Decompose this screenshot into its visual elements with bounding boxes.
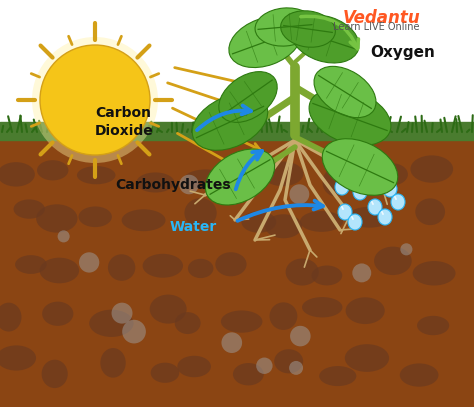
Ellipse shape	[300, 211, 343, 232]
Circle shape	[40, 45, 150, 155]
Ellipse shape	[219, 72, 277, 123]
Ellipse shape	[302, 297, 342, 317]
Ellipse shape	[175, 312, 201, 334]
Circle shape	[58, 230, 70, 243]
Ellipse shape	[417, 316, 449, 335]
Ellipse shape	[255, 8, 315, 46]
Ellipse shape	[262, 162, 303, 186]
Ellipse shape	[36, 204, 78, 233]
Ellipse shape	[100, 348, 126, 378]
Ellipse shape	[150, 295, 187, 324]
Ellipse shape	[322, 168, 349, 197]
Ellipse shape	[286, 258, 319, 286]
Text: Carbon
Dioxide: Carbon Dioxide	[95, 106, 154, 138]
Ellipse shape	[347, 207, 392, 228]
Circle shape	[290, 184, 310, 204]
Ellipse shape	[42, 302, 73, 326]
Ellipse shape	[281, 11, 335, 47]
Ellipse shape	[322, 139, 398, 195]
Ellipse shape	[383, 181, 397, 197]
Ellipse shape	[400, 363, 438, 387]
Ellipse shape	[338, 204, 352, 220]
Ellipse shape	[378, 209, 392, 225]
Ellipse shape	[0, 346, 36, 371]
Ellipse shape	[376, 163, 408, 186]
Ellipse shape	[265, 214, 302, 238]
Ellipse shape	[219, 171, 262, 199]
Ellipse shape	[314, 66, 376, 118]
Circle shape	[179, 175, 199, 194]
Circle shape	[122, 320, 146, 344]
Ellipse shape	[353, 184, 367, 200]
Ellipse shape	[14, 199, 45, 219]
Ellipse shape	[410, 155, 453, 183]
Ellipse shape	[413, 261, 456, 285]
Ellipse shape	[177, 356, 211, 377]
Ellipse shape	[37, 160, 68, 180]
Ellipse shape	[184, 198, 217, 228]
Ellipse shape	[368, 199, 382, 215]
Text: Vedantu: Vedantu	[342, 9, 420, 27]
Ellipse shape	[415, 198, 445, 225]
Ellipse shape	[274, 349, 303, 373]
Circle shape	[111, 303, 133, 324]
Circle shape	[352, 263, 371, 282]
Circle shape	[79, 252, 99, 273]
Ellipse shape	[270, 302, 297, 330]
Ellipse shape	[192, 94, 268, 150]
Ellipse shape	[345, 344, 389, 372]
Ellipse shape	[15, 255, 47, 274]
Text: Water: Water	[170, 220, 217, 234]
Ellipse shape	[122, 209, 165, 231]
Ellipse shape	[0, 303, 21, 332]
Circle shape	[290, 326, 310, 346]
Ellipse shape	[221, 311, 263, 333]
Ellipse shape	[319, 366, 356, 386]
Circle shape	[289, 361, 303, 375]
Ellipse shape	[188, 259, 213, 278]
Ellipse shape	[309, 89, 391, 145]
Ellipse shape	[205, 149, 274, 205]
Ellipse shape	[108, 254, 135, 281]
Ellipse shape	[291, 15, 359, 63]
Ellipse shape	[39, 258, 79, 283]
Ellipse shape	[348, 214, 362, 230]
Ellipse shape	[79, 206, 112, 227]
Ellipse shape	[184, 169, 228, 189]
Ellipse shape	[391, 194, 405, 210]
Circle shape	[401, 243, 412, 256]
Ellipse shape	[311, 265, 342, 285]
Ellipse shape	[335, 179, 349, 195]
Circle shape	[256, 357, 273, 374]
Text: Carbohydrates: Carbohydrates	[115, 178, 231, 192]
Ellipse shape	[374, 247, 412, 275]
Ellipse shape	[215, 252, 246, 276]
Ellipse shape	[241, 211, 276, 233]
Ellipse shape	[151, 363, 179, 383]
Circle shape	[32, 37, 158, 163]
Ellipse shape	[143, 254, 183, 278]
Circle shape	[221, 333, 242, 353]
Ellipse shape	[233, 363, 264, 385]
Ellipse shape	[77, 166, 116, 184]
Ellipse shape	[137, 173, 174, 193]
Polygon shape	[0, 140, 474, 407]
Text: Learn LIVE Online: Learn LIVE Online	[334, 22, 420, 32]
Ellipse shape	[42, 360, 68, 388]
Text: Oxygen: Oxygen	[370, 44, 435, 59]
Ellipse shape	[365, 169, 379, 185]
Ellipse shape	[0, 162, 35, 186]
Ellipse shape	[89, 310, 134, 337]
Ellipse shape	[346, 298, 385, 324]
Ellipse shape	[229, 16, 301, 68]
